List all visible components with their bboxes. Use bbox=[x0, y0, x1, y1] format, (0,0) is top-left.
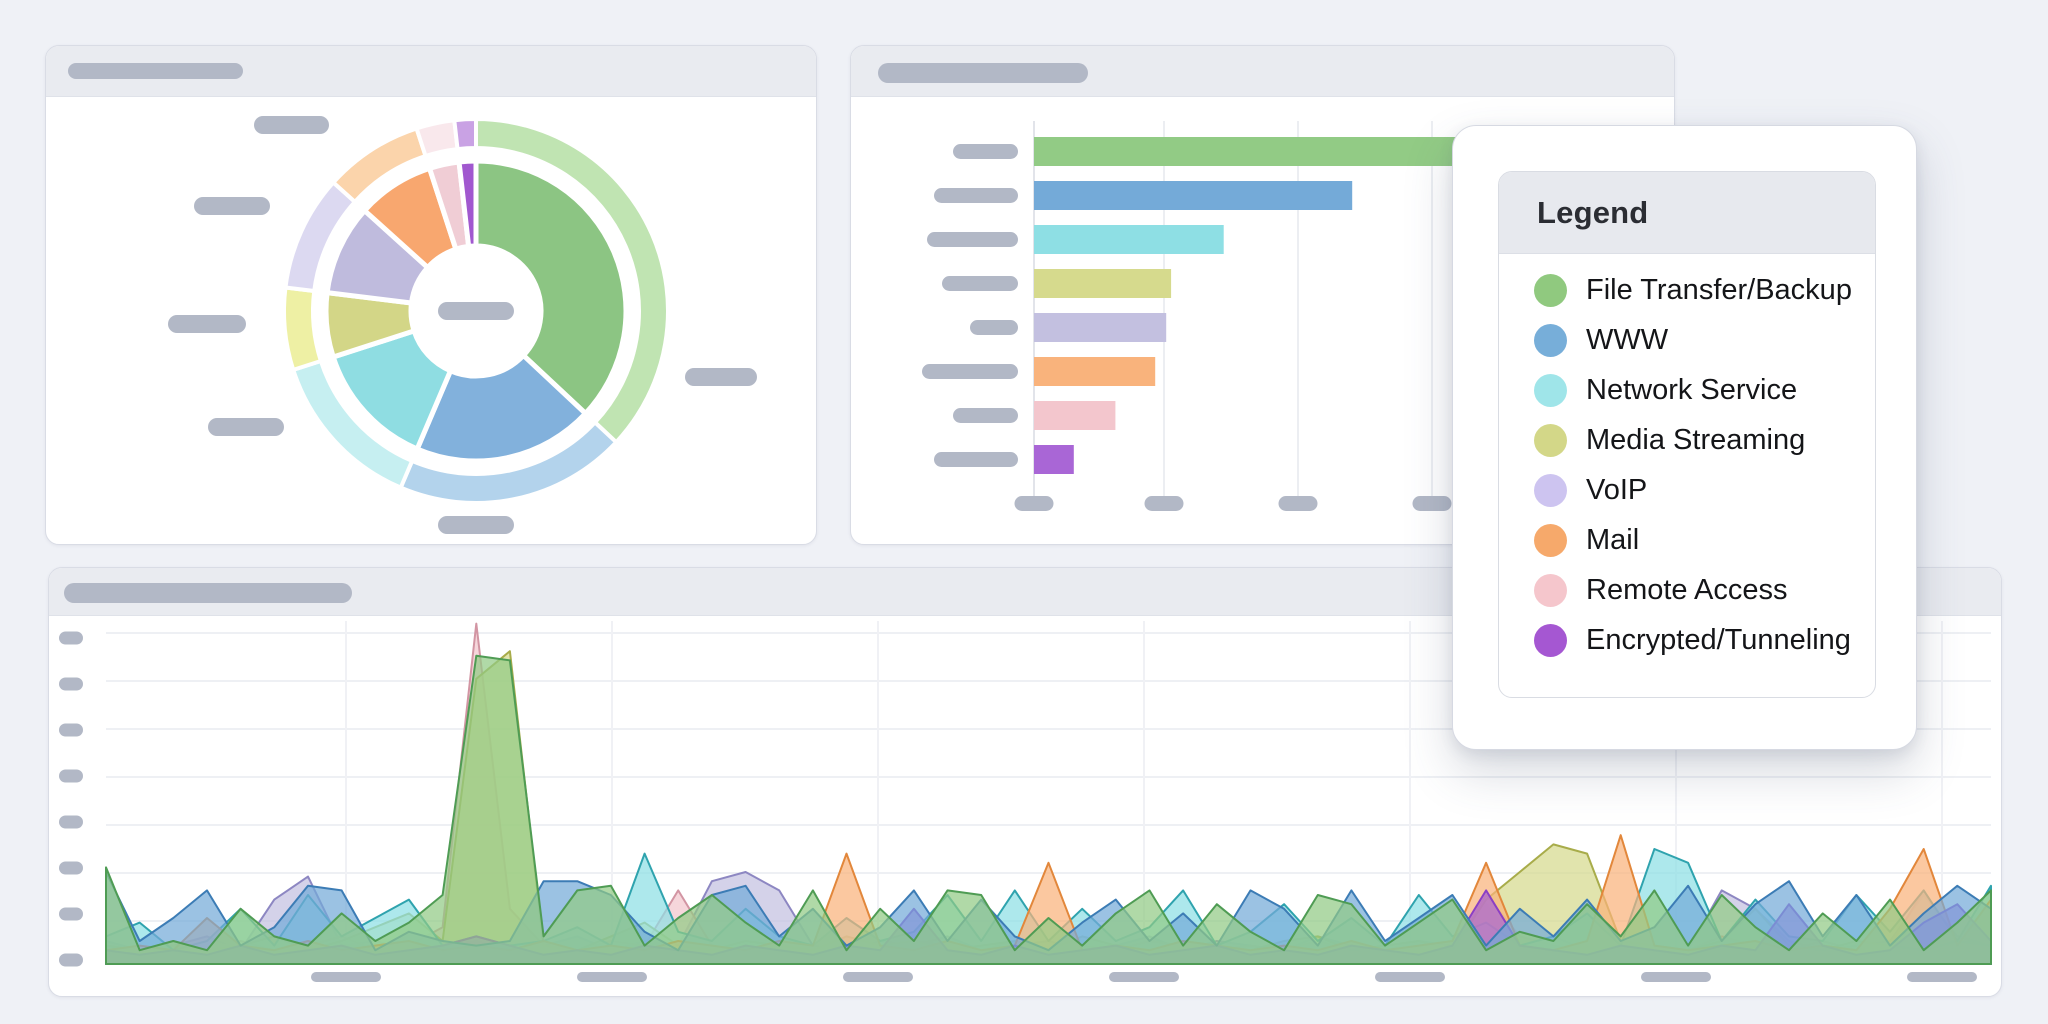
x-tick-placeholder bbox=[1375, 972, 1445, 982]
legend-color-dot bbox=[1534, 273, 1567, 307]
legend-title: Legend bbox=[1537, 194, 1649, 230]
x-tick-placeholder bbox=[1109, 972, 1179, 982]
panel-protocol-donut bbox=[45, 45, 817, 545]
y-tick-placeholder bbox=[59, 677, 83, 691]
callout-label-placeholder bbox=[208, 418, 284, 436]
legend-card[interactable]: Legend File Transfer/Backup WWW Network Se… bbox=[1452, 125, 1917, 750]
legend-item-network-service[interactable]: Network Service bbox=[1499, 368, 1875, 412]
panel-title-placeholder bbox=[64, 583, 352, 603]
callout-label-placeholder bbox=[685, 368, 757, 386]
legend-item-file-transfer-backup[interactable]: File Transfer/Backup bbox=[1499, 268, 1875, 312]
callout-label-placeholder bbox=[254, 116, 329, 134]
donut-slice[interactable] bbox=[282, 285, 323, 372]
legend-item-label: Network Service bbox=[1586, 373, 1798, 406]
bar[interactable] bbox=[1034, 313, 1167, 342]
bar-label-placeholder bbox=[970, 320, 1018, 335]
legend-item-label: Encrypted/Tunneling bbox=[1586, 623, 1851, 656]
x-tick-placeholder bbox=[577, 972, 647, 982]
x-tick-placeholder bbox=[1144, 496, 1184, 511]
donut-slice[interactable] bbox=[456, 158, 479, 249]
y-tick-placeholder bbox=[59, 723, 83, 737]
area-series[interactable] bbox=[105, 654, 1992, 965]
donut-slice[interactable] bbox=[414, 118, 460, 159]
donut-chart[interactable] bbox=[46, 96, 817, 544]
x-tick-placeholder bbox=[1278, 496, 1318, 511]
x-tick-placeholder bbox=[311, 972, 381, 982]
legend-item-label: Remote Access bbox=[1586, 573, 1788, 606]
legend-item-media-streaming[interactable]: Media Streaming bbox=[1499, 418, 1875, 462]
legend-item-label: File Transfer/Backup bbox=[1586, 273, 1852, 306]
y-tick-placeholder bbox=[59, 953, 83, 967]
panel-header bbox=[46, 46, 816, 97]
bar-label-placeholder bbox=[953, 408, 1018, 423]
y-tick-placeholder bbox=[59, 769, 83, 783]
y-tick-placeholder bbox=[59, 861, 83, 875]
bar-label-placeholder bbox=[922, 364, 1018, 379]
legend-item-remote-access[interactable]: Remote Access bbox=[1499, 568, 1875, 612]
legend-color-dot bbox=[1534, 523, 1567, 557]
legend-color-dot bbox=[1534, 373, 1567, 407]
y-tick-placeholder bbox=[59, 631, 83, 645]
legend-item-label: VoIP bbox=[1586, 473, 1648, 506]
legend-item-label: WWW bbox=[1586, 323, 1669, 356]
panel-title-placeholder bbox=[68, 63, 243, 79]
callout-label-placeholder bbox=[194, 197, 270, 215]
panel-traffic-timeline bbox=[48, 567, 2002, 997]
panel-title-placeholder bbox=[878, 63, 1088, 83]
bar-label-placeholder bbox=[953, 144, 1018, 159]
y-tick-placeholder bbox=[59, 815, 83, 829]
legend-item-mail[interactable]: Mail bbox=[1499, 518, 1875, 562]
legend-header: Legend bbox=[1499, 172, 1875, 254]
bar-label-placeholder bbox=[942, 276, 1018, 291]
donut-chart-area bbox=[46, 96, 816, 544]
bar-label-placeholder bbox=[934, 452, 1018, 467]
x-tick-placeholder bbox=[1907, 972, 1977, 982]
bar[interactable] bbox=[1034, 181, 1353, 210]
legend-color-dot bbox=[1534, 473, 1567, 507]
donut-slice[interactable] bbox=[414, 352, 589, 464]
legend-item-voip[interactable]: VoIP bbox=[1499, 468, 1875, 512]
panel-header bbox=[851, 46, 1674, 97]
bar[interactable] bbox=[1034, 225, 1224, 254]
donut-slice[interactable] bbox=[452, 116, 478, 152]
legend-color-dot bbox=[1534, 423, 1567, 457]
area-chart-area bbox=[49, 615, 2001, 996]
x-tick-placeholder bbox=[1412, 496, 1452, 511]
x-tick-placeholder bbox=[843, 972, 913, 982]
bar[interactable] bbox=[1034, 269, 1172, 298]
bar-label-placeholder bbox=[927, 232, 1018, 247]
x-tick-placeholder bbox=[1014, 496, 1054, 511]
x-tick-placeholder bbox=[1641, 972, 1711, 982]
legend-box: Legend File Transfer/Backup WWW Network Se… bbox=[1498, 171, 1876, 698]
bar[interactable] bbox=[1034, 445, 1074, 474]
area-chart[interactable] bbox=[49, 615, 2002, 996]
bar[interactable] bbox=[1034, 357, 1156, 386]
legend-item-label: Media Streaming bbox=[1586, 423, 1806, 456]
y-tick-placeholder bbox=[59, 907, 83, 921]
callout-label-placeholder bbox=[438, 516, 514, 534]
legend-item-label: Mail bbox=[1586, 523, 1640, 556]
bar[interactable] bbox=[1034, 401, 1116, 430]
legend-color-dot bbox=[1534, 573, 1567, 607]
legend-color-dot bbox=[1534, 623, 1567, 657]
legend-color-dot bbox=[1534, 323, 1567, 357]
legend-item-encrypted-tunneling[interactable]: Encrypted/Tunneling bbox=[1499, 618, 1875, 662]
donut-slice[interactable] bbox=[473, 158, 629, 416]
callout-label-placeholder bbox=[168, 315, 246, 333]
legend-item-www[interactable]: WWW bbox=[1499, 318, 1875, 362]
donut-center-value-placeholder bbox=[438, 302, 514, 320]
bar-label-placeholder bbox=[934, 188, 1018, 203]
